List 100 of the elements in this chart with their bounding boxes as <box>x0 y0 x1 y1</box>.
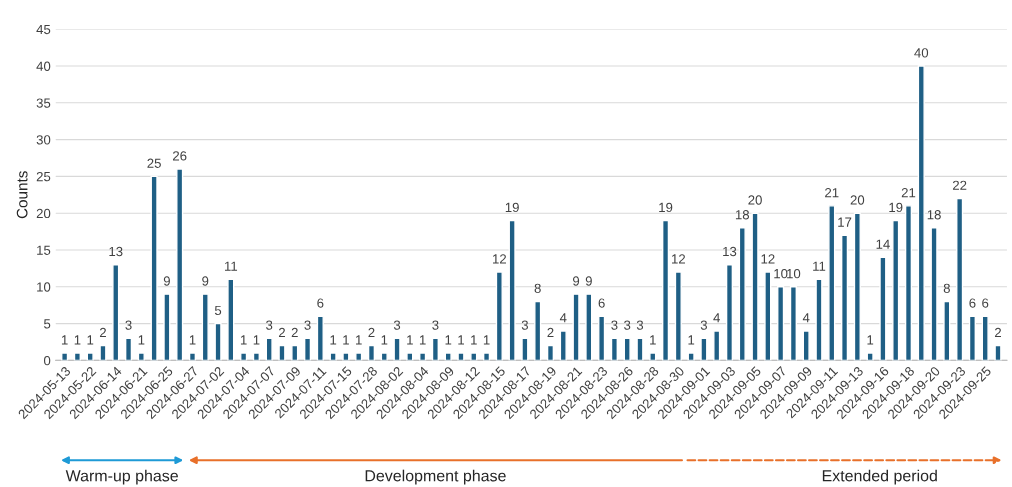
data-label: 1 <box>407 335 413 345</box>
bar <box>457 352 465 361</box>
data-label: 9 <box>585 276 592 286</box>
bar <box>610 337 618 361</box>
data-label: 9 <box>163 276 170 286</box>
data-label: 10 <box>774 268 788 279</box>
data-label: 21 <box>825 188 839 198</box>
bar <box>265 337 273 361</box>
data-label: 3 <box>393 320 401 330</box>
data-label: 3 <box>624 320 631 330</box>
text: Extended period <box>822 469 937 485</box>
bar <box>419 352 427 361</box>
bar <box>188 352 197 361</box>
bar <box>482 352 491 361</box>
bar <box>470 352 478 361</box>
data-label: 2 <box>547 327 554 338</box>
data-label: 11 <box>224 261 238 271</box>
data-label: 1 <box>343 335 349 345</box>
y-tick-label: 45 <box>36 24 51 35</box>
data-label: 1 <box>240 335 247 345</box>
bar <box>380 352 388 361</box>
bar <box>802 330 810 361</box>
bar <box>904 205 913 361</box>
data-label: 1 <box>189 335 196 345</box>
data-label: 2 <box>368 327 375 338</box>
bar <box>892 219 900 361</box>
bar <box>291 344 299 361</box>
bar <box>227 278 235 361</box>
bar <box>278 344 286 361</box>
data-label: 1 <box>381 335 388 345</box>
data-label: 12 <box>761 254 775 264</box>
bar <box>61 352 69 361</box>
text: Development phase <box>365 469 506 485</box>
bar <box>623 337 631 361</box>
data-label: 1 <box>867 335 874 345</box>
data-label: 1 <box>445 335 452 345</box>
data-label: 4 <box>802 313 810 323</box>
bar <box>150 175 158 361</box>
bar <box>956 197 964 361</box>
y-axis-title: Counts <box>16 171 28 219</box>
data-label: 1 <box>330 335 337 345</box>
bar <box>598 315 606 361</box>
bar <box>534 300 542 361</box>
bar <box>636 337 644 361</box>
data-label: 3 <box>611 320 618 330</box>
y-tick-label: 10 <box>37 282 51 292</box>
data-label: 1 <box>356 335 362 345</box>
data-label: 3 <box>266 320 273 330</box>
bar <box>495 271 503 361</box>
bar <box>137 352 145 361</box>
bar <box>713 330 721 361</box>
data-label: 6 <box>317 298 324 308</box>
data-label: 9 <box>202 276 209 286</box>
bar <box>700 337 708 361</box>
data-label: 19 <box>505 202 519 213</box>
data-label: 1 <box>458 335 464 345</box>
bar <box>86 352 94 361</box>
bar <box>303 337 312 361</box>
bar <box>252 352 260 361</box>
bar <box>828 205 836 361</box>
data-label: 1 <box>650 335 656 345</box>
data-label: 18 <box>735 210 750 220</box>
data-label: 19 <box>659 202 673 213</box>
data-label: 1 <box>483 335 490 345</box>
data-label: 20 <box>850 195 865 205</box>
bar <box>815 278 823 361</box>
data-label: 20 <box>748 195 762 205</box>
data-label: 10 <box>787 268 801 279</box>
data-label: 4 <box>713 313 720 323</box>
bar <box>508 219 516 361</box>
data-label: 18 <box>927 210 941 220</box>
data-label: 12 <box>672 254 686 264</box>
data-label: 8 <box>534 283 541 294</box>
data-label: 2 <box>278 327 285 338</box>
data-label: 26 <box>173 151 187 161</box>
text: Warm-up phase <box>65 469 178 485</box>
data-label: 1 <box>61 335 68 345</box>
bar <box>99 344 107 361</box>
data-label: 1 <box>138 335 145 345</box>
bar <box>981 315 989 361</box>
bar <box>316 315 324 361</box>
data-label: 4 <box>559 313 567 323</box>
data-label: 3 <box>636 320 644 330</box>
bar <box>674 271 682 361</box>
bar <box>994 344 1002 361</box>
bar <box>789 286 797 361</box>
bar <box>124 337 133 361</box>
data-label: 1 <box>74 335 81 345</box>
y-tick-label: 5 <box>43 319 51 329</box>
y-tick-label: 35 <box>36 98 51 108</box>
data-label: 3 <box>521 320 528 330</box>
bar <box>585 293 593 361</box>
bar <box>393 337 401 361</box>
data-label: 2 <box>291 327 298 338</box>
y-tick-label: 30 <box>36 135 51 145</box>
bar <box>572 293 580 361</box>
bar <box>431 337 439 361</box>
bar <box>930 227 938 361</box>
bar <box>853 212 861 361</box>
data-label: 13 <box>109 246 123 257</box>
